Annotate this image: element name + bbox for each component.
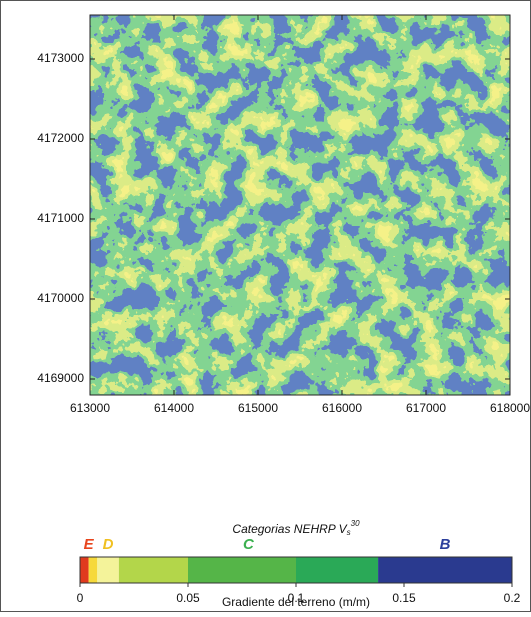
colorbar-segment — [89, 557, 98, 583]
x-tick-label: 614000 — [154, 401, 194, 415]
category-label: C — [243, 536, 255, 553]
x-tick-label: 617000 — [406, 401, 446, 415]
colorbar-tick-label: 0.2 — [504, 591, 521, 605]
category-label: E — [84, 536, 95, 553]
y-tick-label: 4169000 — [37, 371, 84, 385]
category-label: B — [440, 536, 451, 553]
y-tick-label: 4172000 — [37, 131, 84, 145]
x-tick-label: 618000 — [490, 401, 530, 415]
colorbar-segment — [188, 557, 296, 583]
colorbar-segment — [119, 557, 188, 583]
colorbar-segment — [97, 557, 119, 583]
colorbar-tick-label: 0.05 — [176, 591, 200, 605]
colorbar-segment — [296, 557, 378, 583]
x-tick-label: 615000 — [238, 401, 278, 415]
y-tick-label: 4171000 — [37, 211, 84, 225]
category-label: D — [103, 536, 114, 553]
colorbar-tick-label: 0 — [77, 591, 84, 605]
y-tick-label: 4173000 — [37, 51, 84, 65]
figure: Categorias NEHRP Vs30 Gradiente del terr… — [0, 0, 531, 612]
colorbar-segment — [378, 557, 512, 583]
x-tick-label: 613000 — [70, 401, 110, 415]
colorbar-tick-label: 0.15 — [392, 591, 416, 605]
x-tick-label: 616000 — [322, 401, 362, 415]
colorbar-tick-label: 0.1 — [288, 591, 305, 605]
colorbar-segment — [80, 557, 89, 583]
terrain-map — [90, 15, 510, 395]
y-tick-label: 4170000 — [37, 291, 84, 305]
legend-title: Categorias NEHRP Vs30 — [232, 519, 360, 537]
